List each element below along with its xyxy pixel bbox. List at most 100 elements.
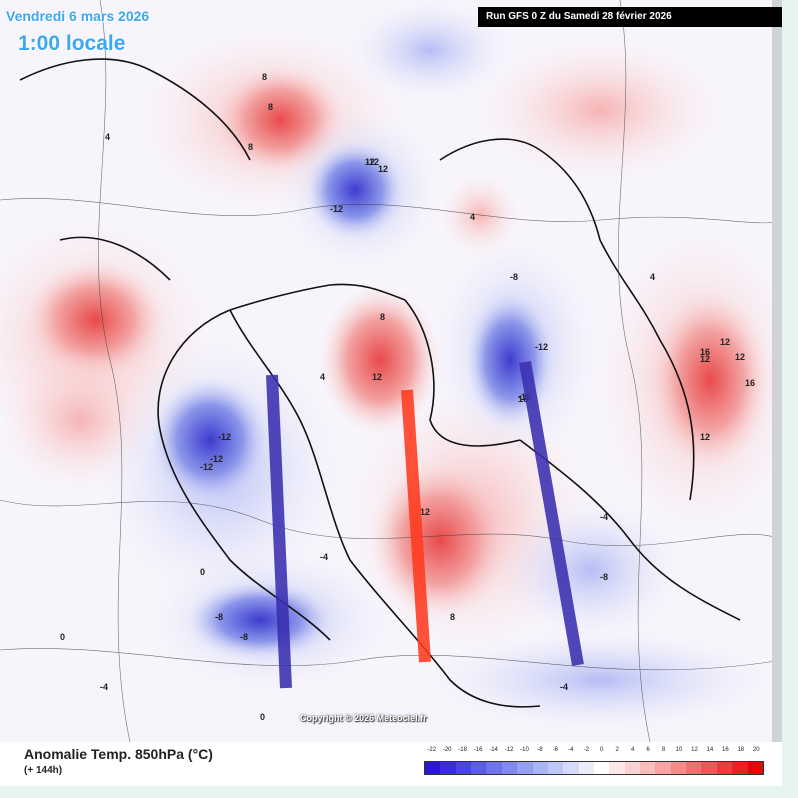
value-label: 16 <box>518 394 528 404</box>
scale-swatch <box>440 762 456 774</box>
value-label: 0 <box>60 632 65 642</box>
scale-swatch <box>593 762 610 774</box>
scale-swatch <box>471 762 487 774</box>
scale-swatch <box>517 762 533 774</box>
scale-swatch <box>425 762 441 774</box>
scale-swatch <box>547 762 564 774</box>
scale-tick-label: 6 <box>646 747 650 753</box>
value-label: -4 <box>320 552 328 562</box>
scale-swatch <box>501 762 518 774</box>
value-label: 12 <box>365 157 375 167</box>
cold-axis-bar <box>266 374 292 689</box>
value-label: 4 <box>320 372 325 382</box>
scale-swatch <box>747 762 763 774</box>
scale-swatch <box>701 762 717 774</box>
forecast-date: Vendredi 6 mars 2026 <box>6 8 150 24</box>
scale-swatch <box>624 762 641 774</box>
scale-tick-label: 10 <box>675 747 683 753</box>
scale-tick-label: -10 <box>520 747 529 753</box>
scale-tick-label: -20 <box>442 747 452 753</box>
value-label: 12 <box>735 352 745 362</box>
value-label: -8 <box>510 272 518 282</box>
scale-tick-label: 18 <box>737 747 745 753</box>
cold-axis-bar <box>519 360 584 667</box>
value-label: -12 <box>366 157 379 167</box>
value-label: 12 <box>700 354 710 364</box>
chart-frame: 8 8 8 12 12 12 16 12 12 12 -12 -12 -12 -12 -16 -12 -12 -8… <box>0 0 782 786</box>
scale-tick-label: 2 <box>615 747 619 753</box>
coastlines <box>19 58 741 708</box>
value-label: -4 <box>600 512 608 522</box>
scale-swatch <box>486 762 502 774</box>
run-label: Run GFS 0 Z du Samedi 28 février 2026 <box>478 7 782 27</box>
value-label: -12 <box>210 454 223 464</box>
scale-tick-label: -2 <box>583 747 589 753</box>
scale-tick-label: 0 <box>600 747 604 753</box>
value-label: 8 <box>248 142 253 152</box>
value-label: 4 <box>650 272 655 282</box>
color-scale-ticks: -22 -20 -18 -16 -14 -12 -10 -8 -6 -4 -2 0 2 4 6 8 10 12 14… <box>422 747 766 759</box>
value-label: 8 <box>262 72 267 82</box>
value-label: 16 <box>745 378 755 388</box>
value-label: -4 <box>560 682 568 692</box>
value-label: 4 <box>470 212 475 222</box>
value-label: -4 <box>100 682 108 692</box>
scale-swatch <box>732 762 748 774</box>
scale-swatch <box>640 762 656 774</box>
contour-lines <box>0 0 782 742</box>
copyright: Copyright © 2026 Meteociel.fr <box>300 713 427 723</box>
scale-tick-label: -4 <box>568 747 574 753</box>
scale-swatch <box>686 762 702 774</box>
scale-tick-label: -18 <box>458 747 467 753</box>
scale-tick-label: 8 <box>661 747 666 753</box>
scale-tick-label: -6 <box>552 747 559 753</box>
bottom-margin <box>0 786 798 798</box>
value-label: -12 <box>330 204 343 214</box>
scale-tick-label: -12 <box>504 747 514 753</box>
value-label: 8 <box>268 102 273 112</box>
value-label: 12 <box>378 164 388 174</box>
value-label: -8 <box>215 612 223 622</box>
scale-tick-label: 14 <box>706 747 714 753</box>
scale-tick-label: -8 <box>537 747 543 753</box>
value-label: 8 <box>380 312 385 322</box>
scale-swatch <box>609 762 625 774</box>
scale-swatch <box>716 762 733 774</box>
value-label: -16 <box>518 392 531 402</box>
color-scale-bar <box>424 761 764 775</box>
scale-swatch <box>563 762 579 774</box>
scale-tick-label: -16 <box>473 747 483 753</box>
color-scale: -22 -20 -18 -16 -14 -12 -10 -8 -6 -4 -2 0 2 4 6 8 10 12 14… <box>422 747 766 781</box>
scale-swatch <box>670 762 687 774</box>
warm-axis-bar <box>401 389 431 663</box>
value-label: 8 <box>450 612 455 622</box>
scale-swatch <box>455 762 472 774</box>
value-label: -8 <box>240 632 248 642</box>
scale-swatch <box>655 762 671 774</box>
value-label: 12 <box>720 337 730 347</box>
value-label: 12 <box>700 432 710 442</box>
value-label: 4 <box>105 132 110 142</box>
scale-tick-label: -22 <box>427 747 437 753</box>
value-label: 12 <box>372 372 382 382</box>
forecast-offset: (+ 144h) <box>24 765 63 776</box>
scale-tick-label: 4 <box>630 747 635 753</box>
value-label: 0 <box>260 712 265 722</box>
value-label: -12 <box>535 342 548 352</box>
scale-swatch <box>532 762 548 774</box>
scale-tick-label: 16 <box>722 747 729 753</box>
annotation-bars <box>266 360 584 689</box>
value-label: -12 <box>218 432 231 442</box>
forecast-time: 1:00 locale <box>18 32 126 55</box>
right-margin <box>782 0 798 798</box>
value-label: 12 <box>420 507 430 517</box>
value-label: -8 <box>600 572 608 582</box>
value-label: 16 <box>700 347 710 357</box>
scale-tick-label: -14 <box>489 747 498 753</box>
map-edge <box>772 0 782 742</box>
chart-title: Anomalie Temp. 850hPa (°C) <box>24 746 213 762</box>
value-label: 0 <box>200 567 205 577</box>
value-label: -12 <box>200 462 213 472</box>
